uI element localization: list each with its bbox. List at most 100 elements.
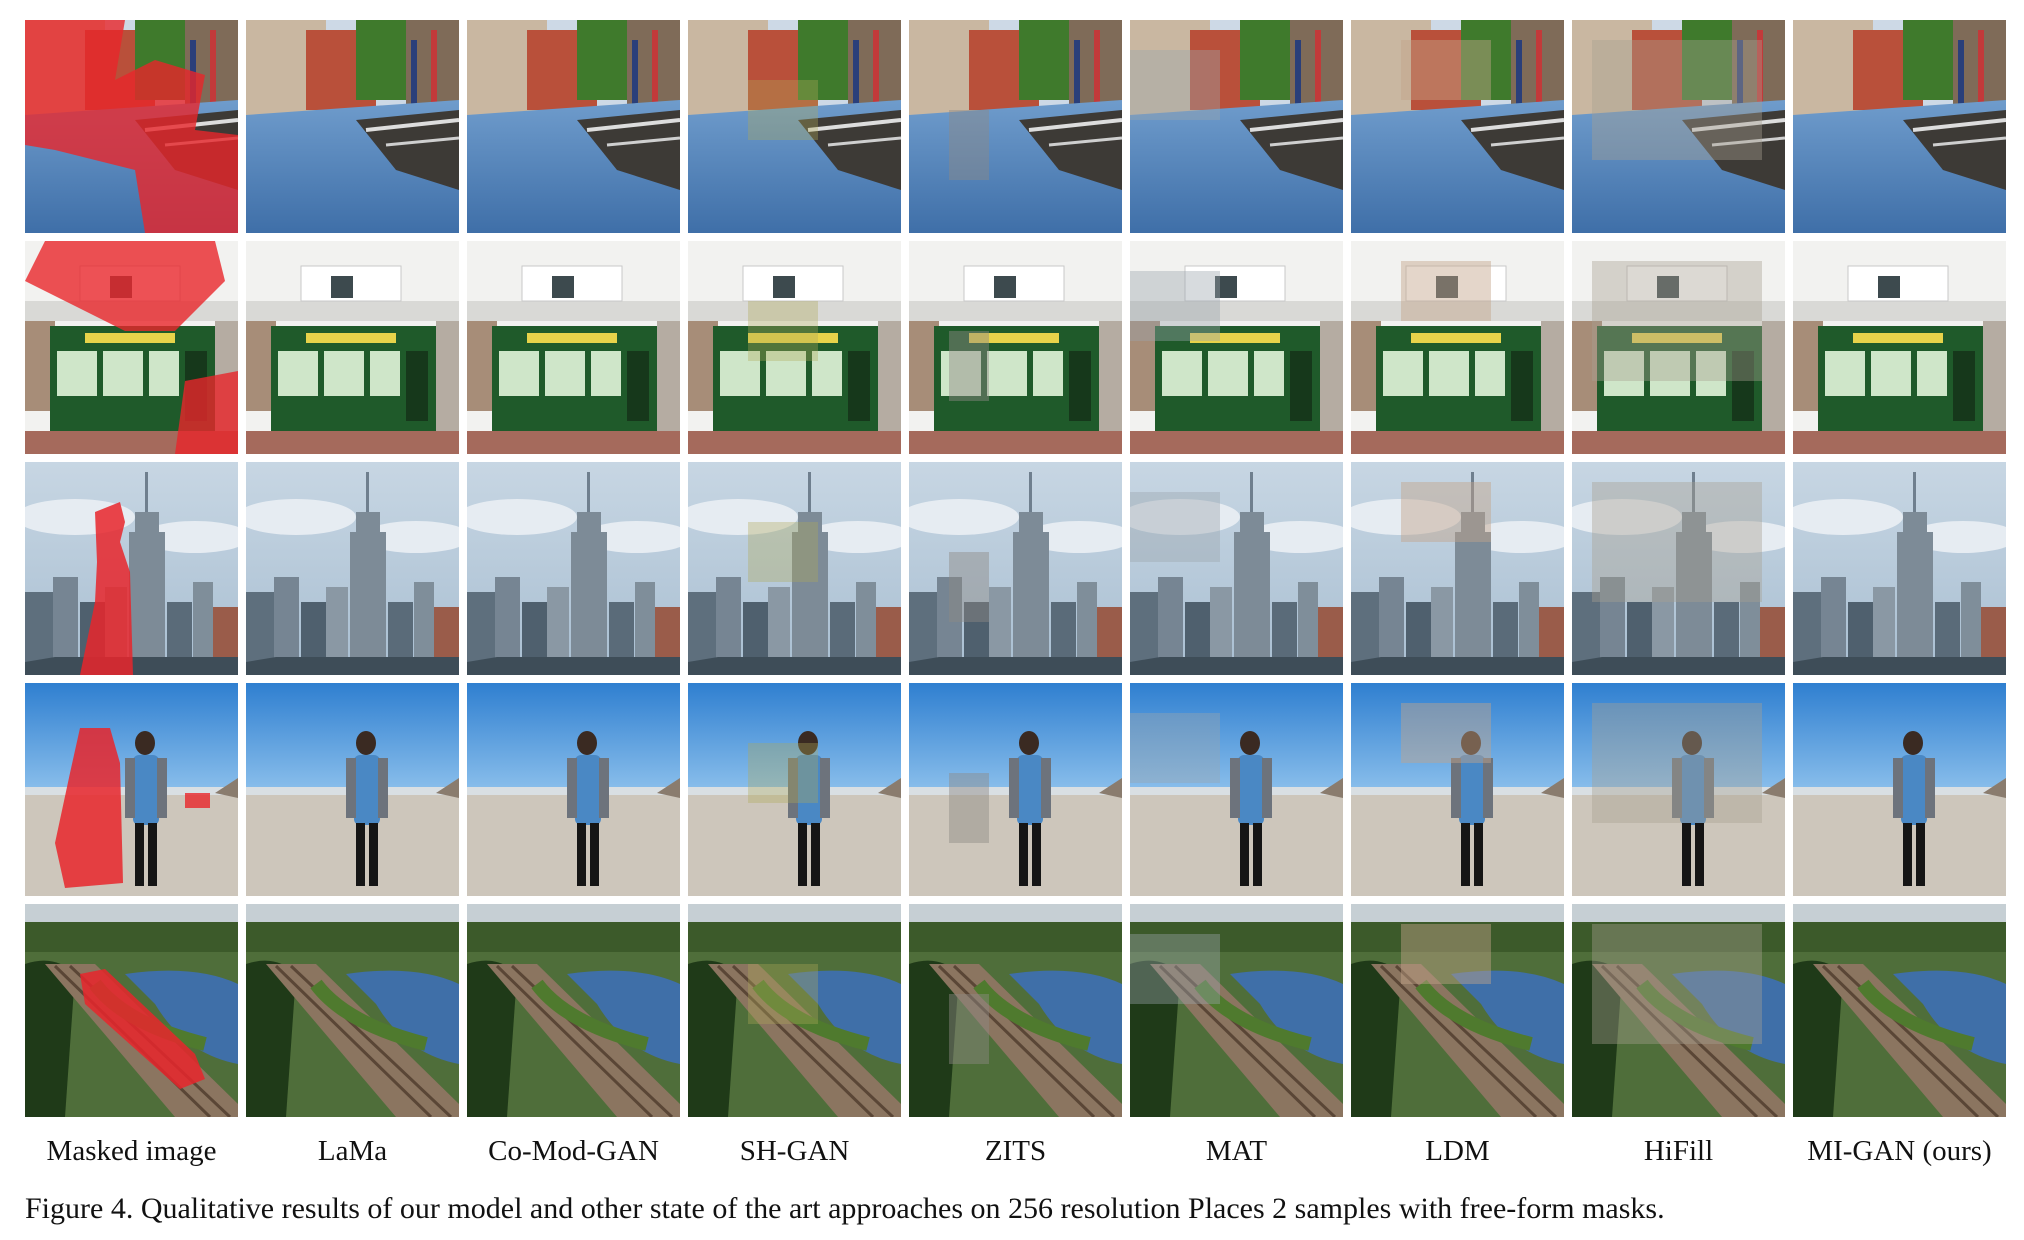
thumbnail-image	[1793, 462, 2006, 675]
thumbnail-shopfront-col5	[1130, 241, 1343, 454]
thumbnail-image	[25, 462, 238, 675]
thumbnail-image	[1130, 462, 1343, 675]
thumbnail-beach-col7	[1572, 683, 1785, 896]
thumbnail-image	[1793, 904, 2006, 1117]
thumbnail-image	[467, 904, 680, 1117]
thumbnail-image	[246, 683, 459, 896]
thumbnail-beach-col1	[246, 683, 459, 896]
thumbnail-image	[909, 462, 1122, 675]
thumbnail-canal-col6	[1351, 20, 1564, 233]
thumbnail-skyline-col4	[909, 462, 1122, 675]
thumbnail-image	[688, 20, 901, 233]
thumbnail-skyline-col1	[246, 462, 459, 675]
thumbnail-canal-col5	[1130, 20, 1343, 233]
thumbnail-beach-col8	[1793, 683, 2006, 896]
thumbnail-image	[467, 462, 680, 675]
thumbnail-image	[246, 904, 459, 1117]
thumbnail-beach-col6	[1351, 683, 1564, 896]
thumbnail-image	[1793, 20, 2006, 233]
thumbnail-image	[25, 904, 238, 1117]
thumbnail-image	[909, 241, 1122, 454]
thumbnail-skyline-col8	[1793, 462, 2006, 675]
thumbnail-skyline-col3	[688, 462, 901, 675]
thumbnail-railway-col6	[1351, 904, 1564, 1117]
column-label-sh-gan: SH-GAN	[739, 1135, 850, 1167]
thumbnail-image	[909, 20, 1122, 233]
column-label-zits: ZITS	[984, 1135, 1047, 1167]
thumbnail-image	[25, 683, 238, 896]
column-label-mi-gan: MI-GAN (ours)	[1807, 1135, 1992, 1167]
thumbnail-beach-col2	[467, 683, 680, 896]
thumbnail-canal-col1	[246, 20, 459, 233]
thumbnail-image	[246, 462, 459, 675]
thumbnail-image	[909, 683, 1122, 896]
thumbnail-image	[1793, 241, 2006, 454]
thumbnail-railway-col2	[467, 904, 680, 1117]
thumbnail-image	[1351, 462, 1564, 675]
thumbnail-image	[688, 241, 901, 454]
thumbnail-beach-col0	[25, 683, 238, 896]
thumbnail-image	[1351, 904, 1564, 1117]
thumbnail-skyline-col5	[1130, 462, 1343, 675]
thumbnail-shopfront-col6	[1351, 241, 1564, 454]
thumbnail-image	[1130, 904, 1343, 1117]
thumbnail-shopfront-col0	[25, 241, 238, 454]
thumbnail-beach-col3	[688, 683, 901, 896]
thumbnail-image	[1572, 904, 1785, 1117]
thumbnail-image	[909, 904, 1122, 1117]
thumbnail-shopfront-col8	[1793, 241, 2006, 454]
thumbnail-railway-col1	[246, 904, 459, 1117]
thumbnail-canal-col0	[25, 20, 238, 233]
thumbnail-railway-col7	[1572, 904, 1785, 1117]
thumbnail-canal-col2	[467, 20, 680, 233]
thumbnail-skyline-col0	[25, 462, 238, 675]
thumbnail-image	[688, 462, 901, 675]
thumbnail-canal-col8	[1793, 20, 2006, 233]
comparison-figure: Masked image LaMa Co-Mod-GAN SH-GAN ZITS…	[25, 20, 2006, 1168]
thumbnail-railway-col4	[909, 904, 1122, 1117]
thumbnail-image	[688, 904, 901, 1117]
thumbnail-railway-col8	[1793, 904, 2006, 1117]
thumbnail-image	[25, 241, 238, 454]
thumbnail-image	[1351, 683, 1564, 896]
thumbnail-image	[1572, 241, 1785, 454]
thumbnail-image	[246, 241, 459, 454]
image-grid	[25, 20, 2006, 1117]
thumbnail-image	[467, 20, 680, 233]
figure-caption: Figure 4. Qualitative results of our mod…	[25, 1192, 1665, 1225]
thumbnail-beach-col4	[909, 683, 1122, 896]
column-label-mat: MAT	[1205, 1135, 1268, 1167]
thumbnail-image	[1572, 20, 1785, 233]
thumbnail-image	[1572, 462, 1785, 675]
thumbnail-image	[1130, 241, 1343, 454]
thumbnail-railway-col5	[1130, 904, 1343, 1117]
thumbnail-shopfront-col1	[246, 241, 459, 454]
column-label-lama: LaMa	[317, 1135, 388, 1167]
column-label-hifill: HiFill	[1643, 1135, 1714, 1167]
thumbnail-image	[467, 683, 680, 896]
column-label-ldm: LDM	[1425, 1135, 1490, 1167]
thumbnail-canal-col7	[1572, 20, 1785, 233]
column-label-co-mod-gan: Co-Mod-GAN	[488, 1135, 659, 1167]
thumbnail-canal-col4	[909, 20, 1122, 233]
thumbnail-canal-col3	[688, 20, 901, 233]
thumbnail-image	[1572, 683, 1785, 896]
thumbnail-beach-col5	[1130, 683, 1343, 896]
thumbnail-railway-col0	[25, 904, 238, 1117]
thumbnail-image	[1130, 683, 1343, 896]
thumbnail-image	[688, 683, 901, 896]
thumbnail-shopfront-col2	[467, 241, 680, 454]
thumbnail-image	[1793, 683, 2006, 896]
thumbnail-image	[1130, 20, 1343, 233]
thumbnail-shopfront-col3	[688, 241, 901, 454]
thumbnail-image	[1351, 241, 1564, 454]
thumbnail-image	[1351, 20, 1564, 233]
thumbnail-shopfront-col7	[1572, 241, 1785, 454]
thumbnail-railway-col3	[688, 904, 901, 1117]
thumbnail-skyline-col2	[467, 462, 680, 675]
thumbnail-skyline-col6	[1351, 462, 1564, 675]
thumbnail-shopfront-col4	[909, 241, 1122, 454]
thumbnail-image	[467, 241, 680, 454]
column-labels: Masked image LaMa Co-Mod-GAN SH-GAN ZITS…	[25, 1135, 2003, 1168]
thumbnail-skyline-col7	[1572, 462, 1785, 675]
